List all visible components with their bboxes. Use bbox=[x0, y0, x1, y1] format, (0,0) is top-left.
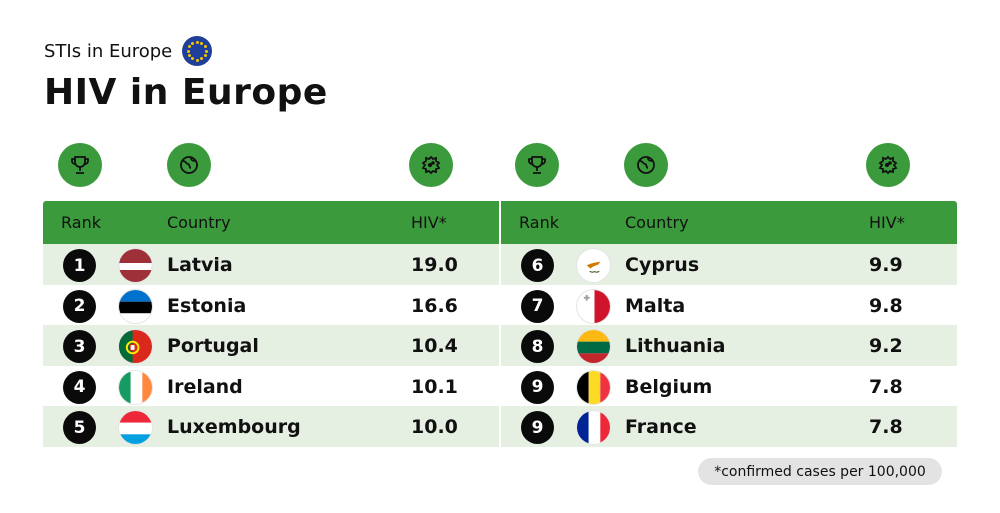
subtitle: STIs in Europe bbox=[44, 40, 173, 62]
column-header-rank: Rank bbox=[61, 213, 101, 232]
rank-badge: 2 bbox=[63, 289, 96, 323]
country-name: Estonia bbox=[167, 294, 247, 317]
table-row: 5 Luxembourg 10.0 bbox=[43, 406, 499, 447]
table-body: 1 Latvia 19.0 2 Estonia 16.6 3 Portugal 10.4 4 Ire… bbox=[43, 244, 499, 447]
country-name: Ireland bbox=[167, 375, 243, 398]
ranking-table-left: Rank Country HIV* 1 Latvia 19.0 2 Estonia 16.… bbox=[43, 201, 499, 447]
flag-france-icon bbox=[576, 410, 611, 445]
eu-flag-icon bbox=[182, 36, 213, 66]
rank-badge: 4 bbox=[63, 370, 96, 404]
flag-latvia-icon bbox=[118, 248, 153, 283]
table-header: Rank Country HIV* bbox=[501, 201, 957, 244]
table-row: 7 Malta 9.8 bbox=[501, 285, 957, 326]
country-name: France bbox=[625, 416, 697, 438]
footnote: *confirmed cases per 100,000 bbox=[698, 458, 942, 485]
virus-icon bbox=[866, 143, 910, 187]
subtitle-row: STIs in Europe bbox=[44, 36, 213, 66]
table-row: 4 Ireland 10.1 bbox=[43, 366, 499, 407]
rank-badge: 9 bbox=[521, 411, 554, 444]
column-header-rank: Rank bbox=[519, 213, 559, 232]
flag-ireland-icon bbox=[118, 369, 153, 405]
rank-badge: 7 bbox=[521, 289, 554, 323]
country-name: Belgium bbox=[625, 375, 713, 398]
flag-belgium-icon bbox=[576, 369, 611, 405]
rank-badge: 3 bbox=[63, 330, 96, 363]
hiv-value: 7.8 bbox=[869, 416, 903, 438]
hiv-value: 19.0 bbox=[411, 254, 458, 276]
hiv-value: 9.9 bbox=[869, 254, 903, 276]
column-header-hiv: HIV* bbox=[411, 213, 447, 232]
country-name: Malta bbox=[625, 294, 686, 317]
table-row: 9 France 7.8 bbox=[501, 406, 957, 447]
table-row: 8 Lithuania 9.2 bbox=[501, 325, 957, 366]
rank-badge: 8 bbox=[521, 330, 554, 363]
column-header-country: Country bbox=[625, 213, 689, 232]
column-header-hiv: HIV* bbox=[869, 213, 905, 232]
hiv-value: 9.8 bbox=[869, 294, 903, 317]
ranking-table-right: Rank Country HIV* 6 Cyprus 9.9 7 Malta 9.8 8 Li… bbox=[501, 201, 957, 447]
country-name: Latvia bbox=[167, 254, 233, 276]
country-name: Portugal bbox=[167, 335, 259, 357]
trophy-icon bbox=[58, 143, 102, 187]
flag-cyprus-icon bbox=[576, 248, 611, 283]
rank-badge: 9 bbox=[521, 370, 554, 404]
flag-estonia-icon bbox=[118, 288, 153, 324]
hiv-value: 7.8 bbox=[869, 375, 903, 398]
table-header: Rank Country HIV* bbox=[43, 201, 499, 244]
flag-malta-icon bbox=[576, 288, 611, 324]
table-body: 6 Cyprus 9.9 7 Malta 9.8 8 Lithuania 9.2 9 Belgium… bbox=[501, 244, 957, 447]
rank-badge: 5 bbox=[63, 411, 96, 444]
hiv-value: 10.0 bbox=[411, 416, 458, 438]
globe-icon bbox=[624, 143, 668, 187]
trophy-icon bbox=[515, 143, 559, 187]
rank-badge: 6 bbox=[521, 249, 554, 282]
country-name: Luxembourg bbox=[167, 416, 301, 438]
flag-portugal-icon bbox=[118, 329, 153, 364]
globe-icon bbox=[167, 143, 211, 187]
page-title: HIV in Europe bbox=[44, 72, 328, 113]
table-row: 1 Latvia 19.0 bbox=[43, 244, 499, 285]
table-row: 6 Cyprus 9.9 bbox=[501, 244, 957, 285]
virus-icon bbox=[409, 143, 453, 187]
hiv-value: 10.4 bbox=[411, 335, 458, 357]
flag-luxembourg-icon bbox=[118, 410, 153, 445]
column-header-country: Country bbox=[167, 213, 231, 232]
table-row: 2 Estonia 16.6 bbox=[43, 285, 499, 326]
table-row: 3 Portugal 10.4 bbox=[43, 325, 499, 366]
hiv-value: 9.2 bbox=[869, 335, 903, 357]
flag-lithuania-icon bbox=[576, 329, 611, 364]
country-name: Lithuania bbox=[625, 335, 726, 357]
table-row: 9 Belgium 7.8 bbox=[501, 366, 957, 407]
rank-badge: 1 bbox=[63, 249, 96, 282]
hiv-value: 10.1 bbox=[411, 375, 458, 398]
hiv-value: 16.6 bbox=[411, 294, 458, 317]
country-name: Cyprus bbox=[625, 254, 700, 276]
